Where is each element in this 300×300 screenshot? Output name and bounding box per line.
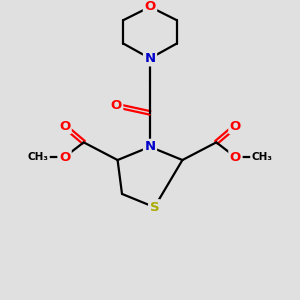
Text: O: O <box>230 120 241 133</box>
Text: N: N <box>144 52 156 65</box>
Text: N: N <box>144 140 156 153</box>
Text: CH₃: CH₃ <box>28 152 49 162</box>
Text: S: S <box>150 201 159 214</box>
Text: O: O <box>230 151 241 164</box>
Text: O: O <box>59 151 70 164</box>
Text: O: O <box>59 120 70 133</box>
Text: O: O <box>144 0 156 13</box>
Text: CH₃: CH₃ <box>251 152 272 162</box>
Text: O: O <box>110 99 122 112</box>
